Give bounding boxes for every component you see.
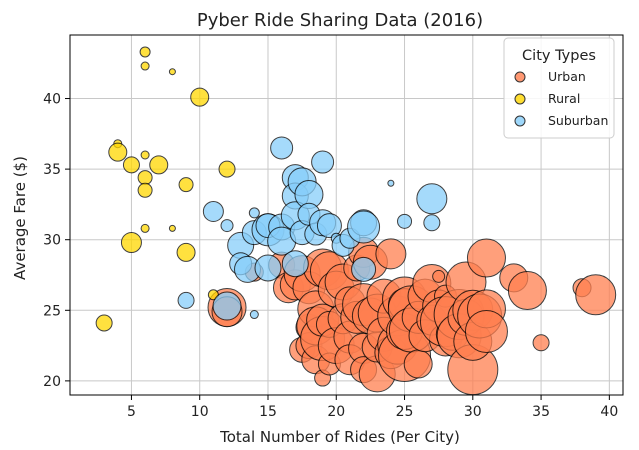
x-tick-label: 30 bbox=[464, 404, 482, 420]
rural-legend-label: Rural bbox=[548, 91, 580, 106]
suburban-legend-marker bbox=[514, 115, 526, 127]
urban-bubble bbox=[375, 238, 407, 270]
urban-legend-label: Urban bbox=[548, 69, 586, 84]
x-tick-label: 25 bbox=[396, 404, 414, 420]
data-bubbles bbox=[95, 46, 617, 396]
y-tick-label: 20 bbox=[43, 374, 61, 390]
x-axis-label: Total Number of Rides (Per City) bbox=[219, 428, 460, 446]
rural-legend-marker bbox=[514, 93, 526, 105]
x-tick-label: 40 bbox=[600, 404, 618, 420]
plot-frame bbox=[69, 34, 624, 396]
suburban-bubble bbox=[270, 136, 294, 160]
axis-ticks: 5 10 15 20 25 30 35 40 20 25 30 35 40 bbox=[43, 92, 618, 420]
x-tick-label: 15 bbox=[259, 404, 277, 420]
suburban-bubble bbox=[177, 291, 195, 309]
rural-bubble bbox=[176, 242, 196, 262]
suburban-bubble bbox=[249, 310, 259, 320]
suburban-bubble bbox=[281, 250, 309, 278]
rural-bubble bbox=[218, 160, 236, 178]
x-tick-label: 5 bbox=[127, 404, 136, 420]
rural-bubble bbox=[139, 46, 151, 58]
rural-bubble bbox=[140, 61, 150, 71]
y-tick-label: 40 bbox=[43, 92, 61, 108]
y-tick-label: 35 bbox=[43, 162, 61, 178]
x-tick-label: 10 bbox=[191, 404, 209, 420]
suburban-bubble bbox=[423, 214, 441, 232]
urban-bubble bbox=[464, 309, 508, 353]
rural-bubble bbox=[120, 232, 142, 254]
suburban-bubble bbox=[220, 219, 234, 233]
rural-bubble bbox=[137, 182, 153, 198]
rural-bubble bbox=[137, 170, 153, 186]
x-tick-label: 35 bbox=[532, 404, 550, 420]
urban-bubble bbox=[575, 274, 617, 316]
suburban-bubble bbox=[254, 254, 282, 282]
urban-bubble bbox=[532, 334, 550, 352]
suburban-bubble bbox=[202, 200, 224, 222]
legend-title: City Types bbox=[522, 48, 596, 64]
rural-bubble bbox=[178, 177, 194, 193]
rural-bubble bbox=[95, 314, 113, 332]
rural-bubble bbox=[149, 155, 169, 175]
suburban-bubble bbox=[311, 150, 335, 174]
y-tick-label: 30 bbox=[43, 233, 61, 249]
suburban-bubble bbox=[397, 213, 413, 229]
rural-bubble bbox=[140, 223, 150, 233]
urban-bubble bbox=[507, 271, 547, 311]
suburban-bubble bbox=[416, 183, 448, 215]
suburban-bubble bbox=[347, 210, 381, 244]
y-axis-label: Average Fare ($) bbox=[11, 156, 29, 280]
chart-title: Pyber Ride Sharing Data (2016) bbox=[197, 10, 483, 31]
suburban-bubble bbox=[212, 291, 242, 321]
suburban-bubble bbox=[351, 256, 377, 282]
rural-bubble bbox=[190, 87, 210, 107]
legend-entries: Urban Rural Suburban bbox=[514, 69, 608, 128]
suburban-bubble bbox=[248, 207, 260, 219]
suburban-legend-label: Suburban bbox=[548, 113, 608, 128]
urban-legend-marker bbox=[514, 71, 526, 83]
rural-bubble bbox=[140, 150, 150, 160]
rural-bubble bbox=[168, 68, 176, 76]
legend: City Types Urban Rural Suburban bbox=[503, 37, 615, 139]
rural-bubble bbox=[122, 156, 140, 174]
rural-bubble bbox=[168, 224, 176, 232]
suburban-bubble bbox=[387, 179, 395, 187]
x-tick-label: 20 bbox=[327, 404, 345, 420]
legend-box bbox=[503, 37, 615, 139]
urban-bubble bbox=[403, 349, 433, 379]
urban-bubble bbox=[466, 238, 506, 278]
y-tick-label: 25 bbox=[43, 303, 61, 319]
suburban-bubble bbox=[316, 213, 342, 239]
urban-bubble bbox=[432, 269, 446, 283]
rural-bubble bbox=[108, 142, 128, 162]
